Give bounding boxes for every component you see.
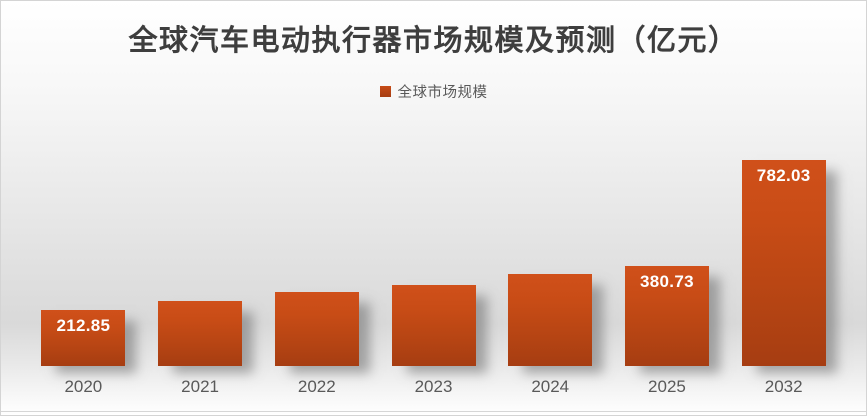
bar-slot-2032: 782.03 — [725, 116, 842, 366]
legend-swatch-icon — [379, 86, 391, 97]
x-axis: 2020 2021 2022 2023 2024 2025 2032 — [25, 377, 842, 397]
x-axis-label-2021: 2021 — [181, 377, 219, 396]
x-axis-label-2032: 2032 — [764, 377, 803, 396]
x-axis-label-2024: 2024 — [531, 377, 570, 396]
x-axis-label-2023: 2023 — [414, 377, 453, 396]
bar-2032: 782.03 — [741, 160, 826, 366]
legend: 全球市场规模 — [1, 81, 866, 102]
bar-value-label-2020: 212.85 — [56, 316, 111, 335]
bar-slot-2025: 380.73 — [609, 116, 726, 366]
bar-plot-area: 212.85 380.73 782.03 — [25, 116, 842, 366]
bar-slot-2022 — [258, 116, 375, 366]
bar-slot-2024 — [492, 116, 609, 366]
bar-slot-2023 — [375, 116, 492, 366]
bar-2025: 380.73 — [624, 266, 709, 366]
bar-slot-2020: 212.85 — [25, 116, 142, 366]
bar-slot-2021 — [142, 116, 259, 366]
x-axis-label-2022: 2022 — [297, 377, 336, 396]
bar-2021 — [158, 301, 243, 366]
legend-label: 全球市场规模 — [397, 85, 488, 101]
x-axis-label-2020: 2020 — [64, 377, 103, 396]
x-axis-label-2025: 2025 — [648, 377, 686, 396]
bar-2022 — [274, 292, 359, 366]
bar-2020: 212.85 — [41, 310, 126, 366]
chart-title: 全球汽车电动执行器市场规模及预测（亿元） — [128, 23, 739, 57]
bar-2023 — [391, 285, 476, 366]
bar-2024 — [508, 274, 593, 366]
bar-value-label-2025: 380.73 — [640, 272, 694, 291]
bar-value-label-2032: 782.03 — [756, 166, 811, 185]
